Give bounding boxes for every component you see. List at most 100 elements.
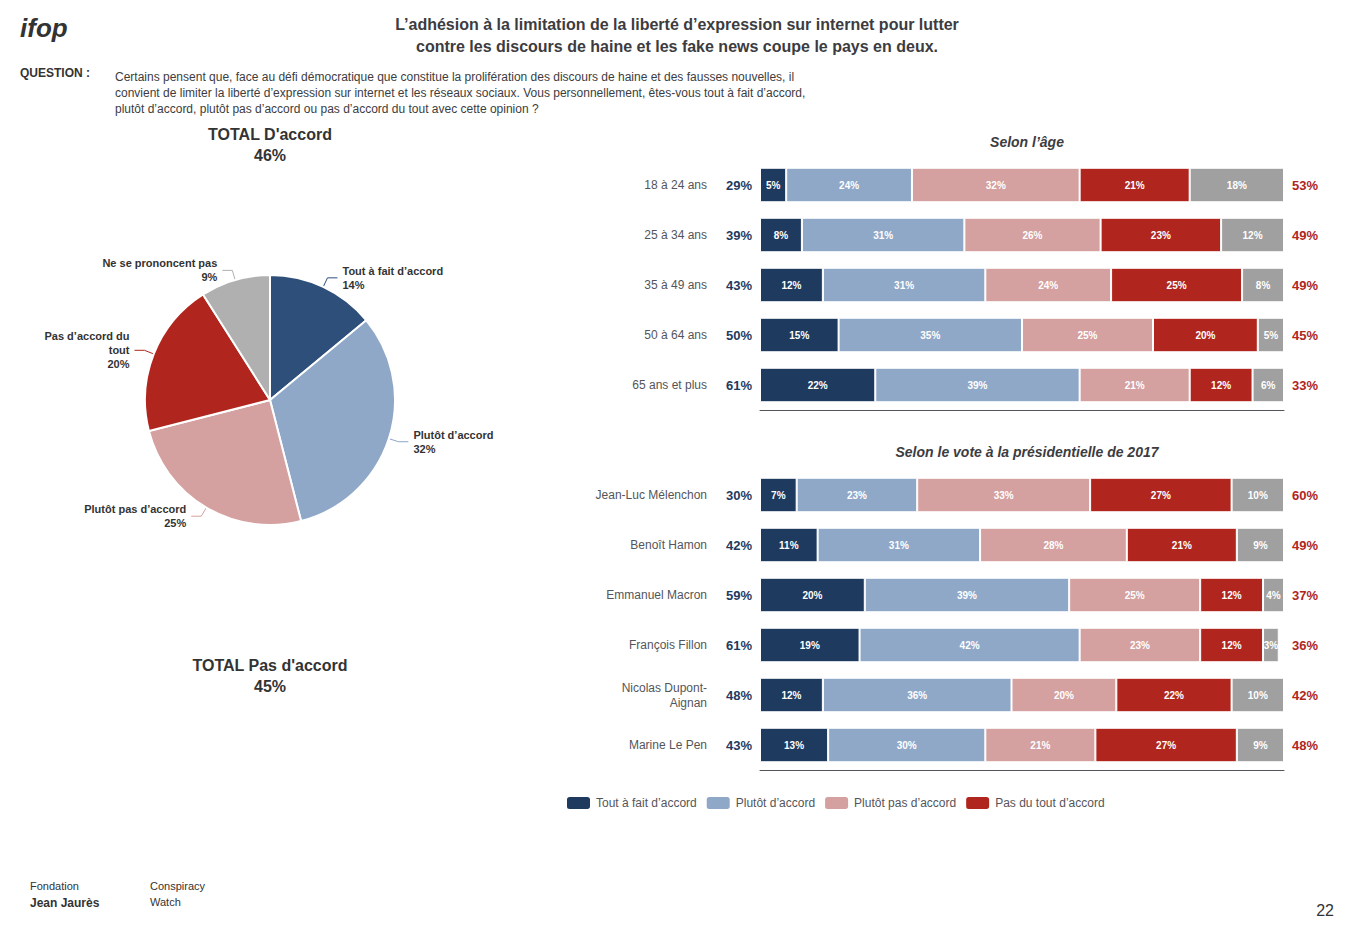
svg-text:12%: 12%: [781, 690, 801, 701]
svg-text:61%: 61%: [726, 638, 752, 653]
svg-text:18%: 18%: [1227, 180, 1247, 191]
svg-text:convient de limiter la liberté: convient de limiter la liberté d’express…: [115, 86, 805, 100]
svg-text:10%: 10%: [1248, 690, 1268, 701]
svg-text:45%: 45%: [1292, 328, 1318, 343]
svg-text:Tout à fait d’accord: Tout à fait d’accord: [596, 796, 697, 810]
svg-text:8%: 8%: [774, 230, 789, 241]
svg-text:22: 22: [1316, 902, 1334, 919]
svg-text:42%: 42%: [726, 538, 752, 553]
svg-text:Ne se prononcent pas: Ne se prononcent pas: [102, 257, 217, 269]
svg-text:53%: 53%: [1292, 178, 1318, 193]
svg-text:8%: 8%: [1256, 280, 1271, 291]
svg-text:33%: 33%: [994, 490, 1014, 501]
svg-text:25%: 25%: [164, 517, 186, 529]
svg-text:31%: 31%: [873, 230, 893, 241]
svg-text:Pas d’accord du: Pas d’accord du: [44, 330, 129, 342]
svg-text:48%: 48%: [1292, 738, 1318, 753]
svg-text:Selon l’âge: Selon l’âge: [990, 134, 1064, 150]
svg-text:Watch: Watch: [150, 896, 181, 908]
svg-text:20%: 20%: [1195, 330, 1215, 341]
svg-text:49%: 49%: [1292, 278, 1318, 293]
svg-text:Jean Jaurès: Jean Jaurès: [30, 896, 100, 910]
svg-text:59%: 59%: [726, 588, 752, 603]
svg-text:19%: 19%: [800, 640, 820, 651]
svg-text:5%: 5%: [766, 180, 781, 191]
svg-text:46%: 46%: [254, 147, 286, 164]
svg-text:35%: 35%: [920, 330, 940, 341]
svg-text:22%: 22%: [1164, 690, 1184, 701]
svg-text:11%: 11%: [779, 540, 799, 551]
svg-text:50 à 64 ans: 50 à 64 ans: [644, 328, 707, 342]
svg-text:43%: 43%: [726, 738, 752, 753]
svg-text:Emmanuel Macron: Emmanuel Macron: [606, 588, 707, 602]
svg-text:30%: 30%: [726, 488, 752, 503]
svg-text:32%: 32%: [413, 443, 435, 455]
svg-text:contre les discours de haine e: contre les discours de haine et les fake…: [416, 38, 938, 55]
svg-text:Conspiracy: Conspiracy: [150, 880, 206, 892]
svg-text:9%: 9%: [1253, 740, 1268, 751]
svg-text:Fondation: Fondation: [30, 880, 79, 892]
svg-text:15%: 15%: [789, 330, 809, 341]
svg-text:3%: 3%: [1264, 640, 1279, 651]
svg-text:60%: 60%: [1292, 488, 1318, 503]
svg-text:Marine Le Pen: Marine Le Pen: [629, 738, 707, 752]
svg-text:TOTAL D'accord: TOTAL D'accord: [208, 126, 332, 143]
svg-text:43%: 43%: [726, 278, 752, 293]
svg-text:50%: 50%: [726, 328, 752, 343]
svg-text:Jean-Luc Mélenchon: Jean-Luc Mélenchon: [596, 488, 707, 502]
svg-text:François Fillon: François Fillon: [629, 638, 707, 652]
svg-text:24%: 24%: [1038, 280, 1058, 291]
svg-text:Aignan: Aignan: [670, 696, 707, 710]
svg-text:Pas du tout d’accord: Pas du tout d’accord: [995, 796, 1104, 810]
svg-text:20%: 20%: [1054, 690, 1074, 701]
svg-text:6%: 6%: [1261, 380, 1276, 391]
svg-text:Certains pensent que, face au: Certains pensent que, face au défi démoc…: [115, 70, 794, 84]
svg-text:45%: 45%: [254, 678, 286, 695]
svg-text:32%: 32%: [986, 180, 1006, 191]
svg-text:39%: 39%: [726, 228, 752, 243]
svg-text:7%: 7%: [771, 490, 786, 501]
svg-text:9%: 9%: [1253, 540, 1268, 551]
svg-text:21%: 21%: [1030, 740, 1050, 751]
svg-text:37%: 37%: [1292, 588, 1318, 603]
svg-text:12%: 12%: [781, 280, 801, 291]
svg-text:TOTAL Pas d'accord: TOTAL Pas d'accord: [193, 657, 348, 674]
svg-text:21%: 21%: [1172, 540, 1192, 551]
svg-text:25%: 25%: [1167, 280, 1187, 291]
svg-text:ifop: ifop: [20, 13, 68, 43]
svg-text:10%: 10%: [1248, 490, 1268, 501]
svg-text:33%: 33%: [1292, 378, 1318, 393]
svg-text:42%: 42%: [960, 640, 980, 651]
svg-text:9%: 9%: [201, 271, 217, 283]
svg-text:4%: 4%: [1266, 590, 1281, 601]
svg-text:5%: 5%: [1264, 330, 1279, 341]
svg-text:61%: 61%: [726, 378, 752, 393]
svg-text:23%: 23%: [847, 490, 867, 501]
svg-text:QUESTION :: QUESTION :: [20, 66, 90, 80]
svg-text:42%: 42%: [1292, 688, 1318, 703]
svg-text:Nicolas Dupont-: Nicolas Dupont-: [622, 681, 707, 695]
svg-text:23%: 23%: [1130, 640, 1150, 651]
svg-text:20%: 20%: [802, 590, 822, 601]
svg-text:14%: 14%: [342, 279, 364, 291]
svg-text:24%: 24%: [839, 180, 859, 191]
svg-text:23%: 23%: [1151, 230, 1171, 241]
svg-text:36%: 36%: [907, 690, 927, 701]
svg-text:Selon le vote à la présidentie: Selon le vote à la présidentielle de 201…: [895, 444, 1159, 460]
svg-text:48%: 48%: [726, 688, 752, 703]
svg-text:12%: 12%: [1222, 590, 1242, 601]
svg-text:plutôt d’accord, plutôt pas d’: plutôt d’accord, plutôt pas d’accord ou …: [115, 102, 539, 116]
svg-text:Tout à fait d’accord: Tout à fait d’accord: [342, 265, 443, 277]
svg-text:39%: 39%: [957, 590, 977, 601]
svg-text:13%: 13%: [784, 740, 804, 751]
svg-text:22%: 22%: [808, 380, 828, 391]
svg-text:18 à 24 ans: 18 à 24 ans: [644, 178, 707, 192]
svg-text:35 à 49 ans: 35 à 49 ans: [644, 278, 707, 292]
svg-text:21%: 21%: [1125, 380, 1145, 391]
svg-text:tout: tout: [109, 344, 130, 356]
svg-text:65 ans et plus: 65 ans et plus: [632, 378, 707, 392]
svg-text:25%: 25%: [1125, 590, 1145, 601]
svg-text:31%: 31%: [894, 280, 914, 291]
svg-text:20%: 20%: [107, 358, 129, 370]
svg-text:27%: 27%: [1156, 740, 1176, 751]
